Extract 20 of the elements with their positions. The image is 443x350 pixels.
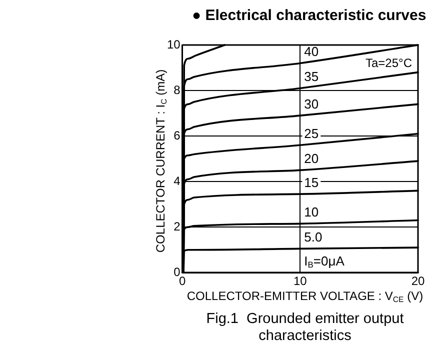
y-tick-label: 2 (174, 219, 181, 234)
chart-title: ● Electrical characteristic curves (192, 7, 426, 24)
annotation: Ta=25°C (366, 56, 412, 70)
x-tick-label: 20 (411, 274, 425, 288)
series-label: 35 (304, 69, 319, 84)
y-tick-label: 0 (174, 264, 181, 279)
x-tick-label: 10 (293, 274, 308, 288)
series-label: 10 (304, 204, 319, 220)
x-axis-title: COLLECTOR-EMITTER VOLTAGE : V$_{CE}$ (V) (186, 289, 424, 304)
y-tick-label: 10 (166, 37, 181, 52)
series-label: 25 (304, 126, 319, 142)
series-label: 5.0 (304, 230, 322, 245)
y-tick-label: 6 (174, 128, 181, 142)
series-label: 20 (304, 151, 319, 166)
series-label: 40 (304, 44, 319, 60)
caption: Fig.1 Grounded emitter output characteristics (205, 311, 405, 345)
y-tick-label: 8 (174, 82, 181, 97)
y-tick-label: 4 (174, 174, 181, 188)
series-label: 15 (304, 175, 319, 190)
series-label: 30 (304, 96, 319, 112)
